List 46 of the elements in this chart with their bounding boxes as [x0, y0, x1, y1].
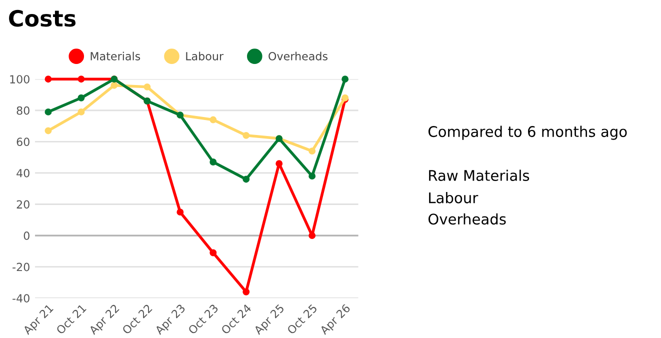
point	[276, 160, 283, 168]
x-tick-label: Oct 25	[286, 304, 318, 335]
text: Raw Materials	[429, 170, 530, 182]
x-tick-label: Apr 21	[22, 304, 56, 337]
x-tick-label: Apr 22	[88, 304, 122, 337]
y-tick-label: 100	[10, 75, 30, 84]
point	[78, 108, 85, 116]
legend-label: Overheads	[268, 52, 328, 60]
text: Overheads	[428, 213, 506, 225]
point	[242, 176, 250, 183]
text: Labour	[429, 192, 478, 204]
y-tick-label: -20	[12, 262, 30, 272]
y-tick-label: -40	[12, 294, 30, 302]
point	[44, 108, 52, 116]
point	[308, 232, 316, 240]
point	[342, 76, 349, 83]
point	[308, 148, 316, 155]
point	[210, 158, 217, 166]
x-tick-label: Oct 23	[188, 304, 219, 335]
point	[110, 82, 118, 89]
point	[44, 127, 52, 134]
x-tick-label: Apr 23	[154, 304, 188, 337]
point	[44, 76, 52, 83]
y-tick-label: 0	[24, 232, 30, 240]
point	[210, 249, 217, 256]
point	[242, 132, 250, 139]
chart-title: Costs	[9, 10, 76, 27]
x-tick-label: Oct 21	[56, 304, 87, 335]
point	[78, 94, 85, 102]
point	[308, 172, 316, 180]
point	[210, 116, 217, 124]
x-tick-label: Apr 25	[253, 304, 286, 337]
legend-label: Labour	[186, 52, 224, 60]
y-tick-label: 80	[16, 106, 30, 115]
x-tick-label: Apr 26	[319, 304, 352, 337]
y-tick-label: 40	[16, 168, 30, 178]
point	[242, 288, 250, 296]
x-tick-label: Oct 24	[220, 304, 252, 335]
point	[78, 76, 85, 83]
legend-label: Materials	[90, 52, 140, 60]
point	[176, 208, 184, 216]
y-tick-label: 20	[16, 200, 30, 209]
point	[144, 83, 151, 90]
x-tick-label: Oct 22	[122, 304, 152, 335]
text: Compared to 6 months ago	[428, 126, 627, 140]
y-tick-label: 60	[16, 138, 30, 146]
